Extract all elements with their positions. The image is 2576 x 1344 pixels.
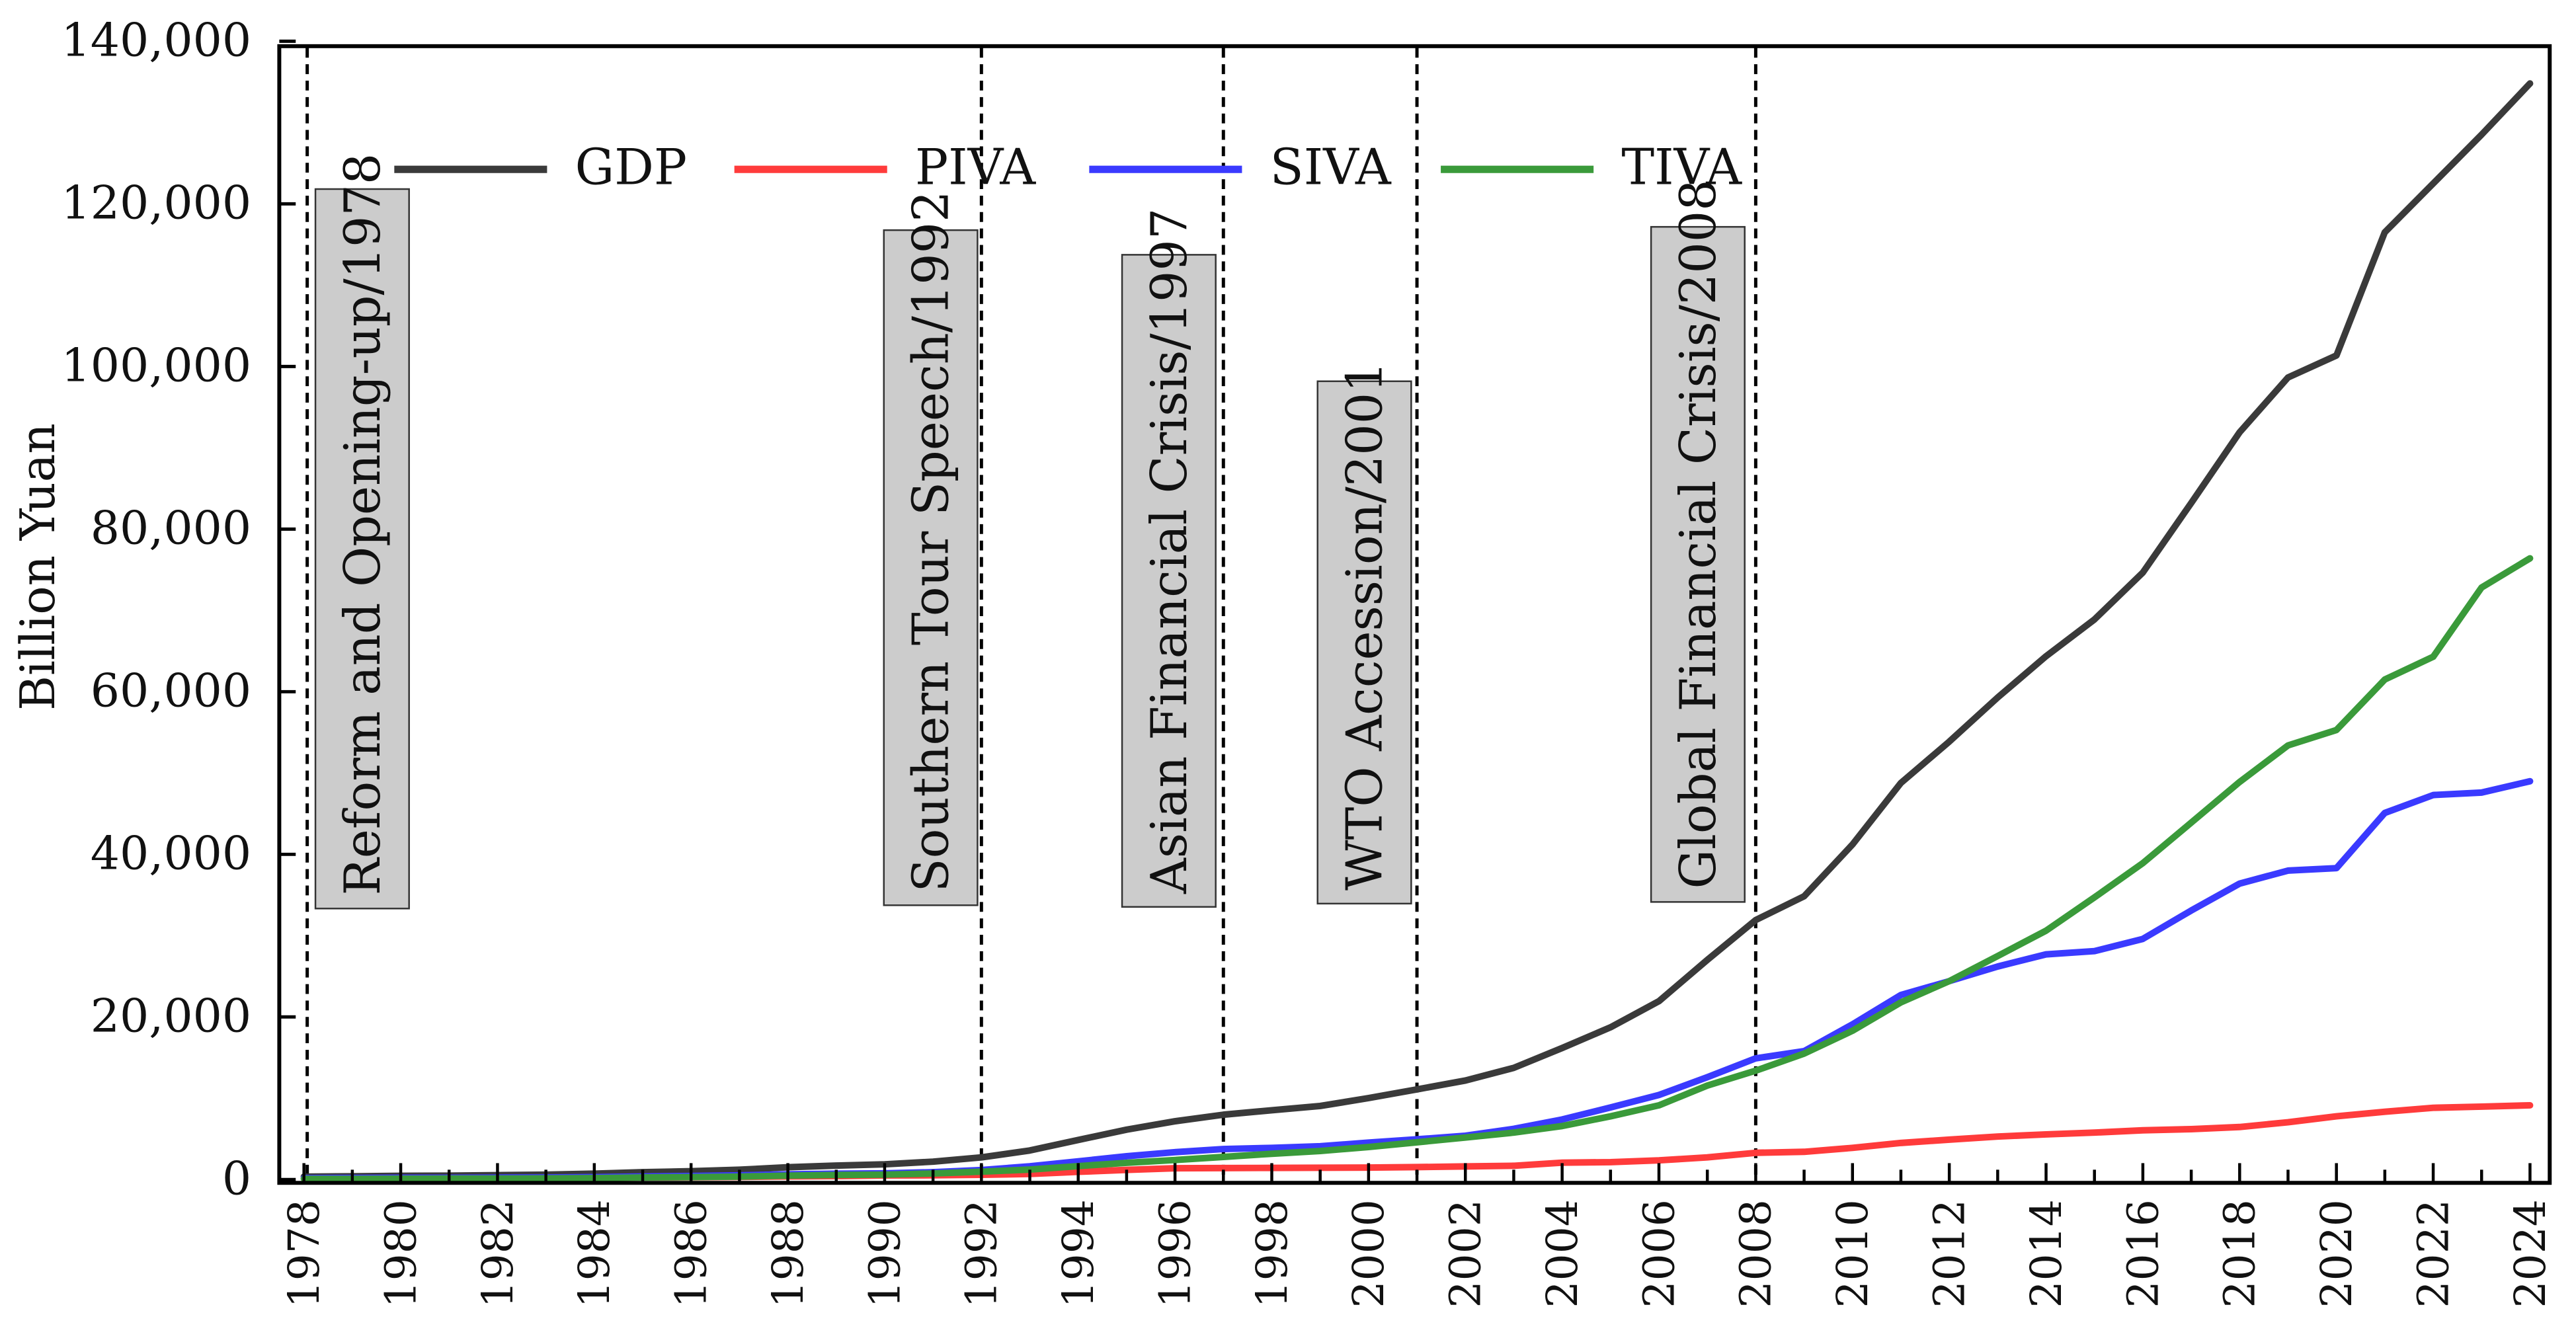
x-tick-label: 2000 [1344, 1199, 1394, 1308]
event-label-box [883, 229, 979, 906]
y-tick-label: 100,000 [61, 339, 251, 393]
y-tick-label: 80,000 [91, 502, 251, 555]
y-axis-label: Billion Yuan [10, 423, 65, 711]
x-tick-label: 1982 [473, 1199, 523, 1308]
legend: GDP PIVA SIVA TIVA [394, 139, 1742, 196]
event-label: WTO Accession/2001 [1336, 361, 1394, 890]
x-tick-label: 1988 [764, 1199, 813, 1308]
y-tick-label: 0 [222, 1152, 251, 1206]
x-tick-label: 2004 [1538, 1199, 1588, 1308]
y-tick-label: 40,000 [91, 827, 251, 881]
x-tick-label: 2020 [2312, 1199, 2362, 1308]
x-tick-label: 2008 [1732, 1199, 1781, 1308]
event-label-box [314, 188, 410, 910]
series-layer [300, 80, 2534, 1183]
x-tick-label: 2012 [1925, 1199, 1975, 1308]
event-label: Reform and Opening-up/1978 [334, 153, 391, 896]
legend-label: PIVA [915, 139, 1036, 196]
y-tick-label: 120,000 [61, 177, 251, 230]
y-tick-label: 20,000 [91, 990, 251, 1043]
x-tick-label: 1996 [1150, 1199, 1200, 1308]
x-tick-label: 2014 [2022, 1199, 2072, 1308]
event-label: Asian Financial Crisis/1997 [1141, 208, 1198, 894]
x-tick-label: 2016 [2118, 1199, 2168, 1308]
x-tick-label: 2006 [1634, 1199, 1684, 1308]
y-tick-label: 140,000 [61, 14, 251, 67]
legend-label: TIVA [1621, 139, 1742, 196]
x-tick-label: 2010 [1828, 1199, 1878, 1308]
x-tick-label: 2018 [2216, 1199, 2265, 1308]
x-tick-label: 1978 [280, 1199, 329, 1308]
series-line-tiva [300, 555, 2534, 1183]
x-tick-label: 2024 [2506, 1199, 2556, 1308]
event-label: Southern Tour Speech/1992 [903, 190, 960, 892]
x-tick-label: 1992 [957, 1199, 1007, 1308]
x-tick-label: 1994 [1054, 1199, 1104, 1308]
legend-label: GDP [575, 139, 687, 196]
x-tick-label: 2002 [1441, 1199, 1491, 1308]
plot-frame [277, 44, 2552, 1185]
legend-label: SIVA [1270, 139, 1392, 196]
event-label-box [1316, 380, 1412, 905]
x-tick-label: 1998 [1248, 1199, 1297, 1308]
axes: 0 20,000 40,000 60,000 80,000 100,000 120,000 1… [61, 14, 2555, 1308]
event-label-box [1650, 225, 1746, 903]
event-label: Global Financial Crisis/2008 [1670, 179, 1727, 889]
annotation-layer: Reform and Opening-up/1978 Southern Tour … [305, 48, 1757, 1181]
y-tick-label: 60,000 [91, 664, 251, 718]
x-tick-label: 2022 [2409, 1199, 2458, 1308]
series-line-gdp [300, 80, 2534, 1180]
x-tick-label: 1980 [376, 1199, 426, 1308]
x-tick-label: 1986 [667, 1199, 717, 1308]
x-tick-label: 1990 [860, 1199, 910, 1308]
x-tick-label: 1984 [570, 1199, 620, 1308]
event-label-box [1121, 254, 1217, 908]
